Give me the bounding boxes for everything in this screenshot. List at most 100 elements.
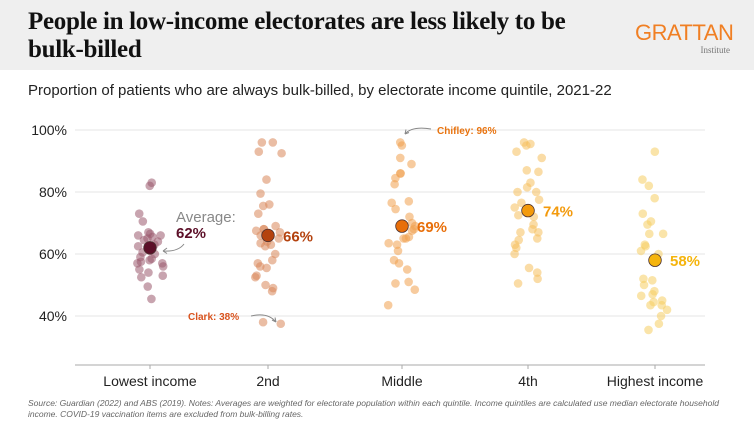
data-point	[133, 231, 143, 240]
data-point	[260, 241, 270, 251]
data-point	[135, 265, 144, 274]
data-point	[524, 263, 534, 273]
average-point	[261, 228, 275, 243]
source-footnote: Source: Guardian (2022) and ABS (2019). …	[28, 398, 719, 419]
data-point	[271, 221, 280, 231]
data-point	[158, 262, 168, 271]
data-point	[650, 193, 659, 203]
clark-arrowhead	[271, 317, 277, 323]
data-point	[395, 153, 405, 163]
data-point	[145, 255, 154, 265]
data-point	[258, 317, 268, 327]
data-point	[639, 280, 649, 290]
data-point	[662, 305, 672, 315]
chifley-annotation: Chifley: 96%	[437, 126, 497, 137]
data-point	[277, 148, 286, 158]
chart-subtitle: Proportion of patients who are always bu…	[28, 82, 612, 99]
data-point	[531, 187, 541, 197]
data-point	[404, 197, 414, 206]
data-point	[261, 280, 270, 290]
data-point	[407, 159, 416, 169]
data-point	[136, 272, 146, 282]
y-tick-label: 80%	[39, 184, 67, 200]
data-point	[639, 274, 648, 284]
data-points	[133, 138, 672, 335]
data-point	[517, 198, 526, 208]
average-annotation-label: Average:	[176, 209, 236, 226]
data-point	[144, 268, 153, 277]
data-point	[510, 249, 519, 259]
logo-wordmark: GRATTAN	[635, 20, 734, 45]
data-point	[510, 203, 519, 212]
data-point	[402, 265, 412, 274]
data-point	[139, 235, 149, 245]
data-point	[393, 246, 403, 256]
y-tick-label: 100%	[31, 122, 67, 138]
data-point	[646, 300, 655, 310]
logo-subtitle: Institute	[700, 45, 731, 55]
average-label: 69%	[417, 219, 447, 236]
average-label: 66%	[283, 228, 313, 245]
data-point	[636, 291, 646, 301]
data-point	[533, 274, 542, 284]
data-point	[384, 238, 393, 248]
data-point	[534, 167, 543, 177]
clark-annotation: Clark: 38%	[188, 312, 239, 323]
grattan-logo: GRATTAN Institute	[635, 20, 734, 56]
data-point	[251, 272, 260, 282]
data-point	[399, 234, 408, 243]
data-point	[522, 166, 532, 175]
average-point	[143, 241, 157, 255]
data-point	[513, 279, 523, 288]
data-point	[254, 209, 263, 218]
data-point	[391, 204, 400, 214]
x-axis-ticks: Lowest income 2nd Middle 4th Highest income	[103, 365, 703, 389]
data-point	[404, 277, 413, 287]
data-point	[257, 138, 267, 147]
data-point	[537, 153, 547, 163]
data-point	[638, 175, 647, 184]
average-point	[521, 203, 535, 218]
data-point	[656, 311, 666, 321]
data-point	[134, 209, 144, 218]
data-point	[158, 271, 168, 281]
data-point	[147, 178, 157, 187]
average-label: 58%	[670, 253, 700, 270]
data-point	[254, 147, 264, 156]
data-point	[658, 229, 668, 239]
data-point	[133, 241, 143, 251]
data-point	[267, 286, 277, 296]
gridlines	[75, 129, 705, 317]
clark-arrow	[250, 314, 277, 323]
data-point	[258, 201, 268, 211]
data-point	[410, 285, 420, 294]
data-point	[276, 319, 286, 329]
data-point	[391, 279, 400, 288]
data-point	[522, 141, 531, 150]
data-point	[534, 195, 544, 205]
data-point	[516, 228, 525, 237]
data-point	[532, 234, 542, 243]
data-point	[138, 217, 148, 226]
page-title: People in low-income electorates are les…	[28, 8, 566, 63]
average-arrow	[162, 243, 185, 252]
y-tick-label: 40%	[39, 308, 67, 324]
data-point	[397, 141, 407, 150]
x-tick-label: 2nd	[256, 373, 279, 389]
data-point	[644, 325, 653, 335]
header-banner: People in low-income electorates are les…	[0, 0, 754, 70]
data-point	[513, 187, 522, 197]
data-point	[274, 234, 284, 243]
data-point	[394, 259, 404, 268]
data-point	[512, 147, 521, 156]
data-point	[147, 294, 156, 304]
data-point	[522, 183, 532, 192]
average-label: 74%	[543, 204, 573, 221]
x-tick-label: Lowest income	[103, 373, 197, 389]
data-point	[387, 198, 396, 208]
chifley-arrowhead	[404, 129, 410, 135]
x-tick-label: 4th	[518, 373, 537, 389]
x-tick-label: Highest income	[607, 373, 704, 389]
data-point	[644, 181, 654, 191]
